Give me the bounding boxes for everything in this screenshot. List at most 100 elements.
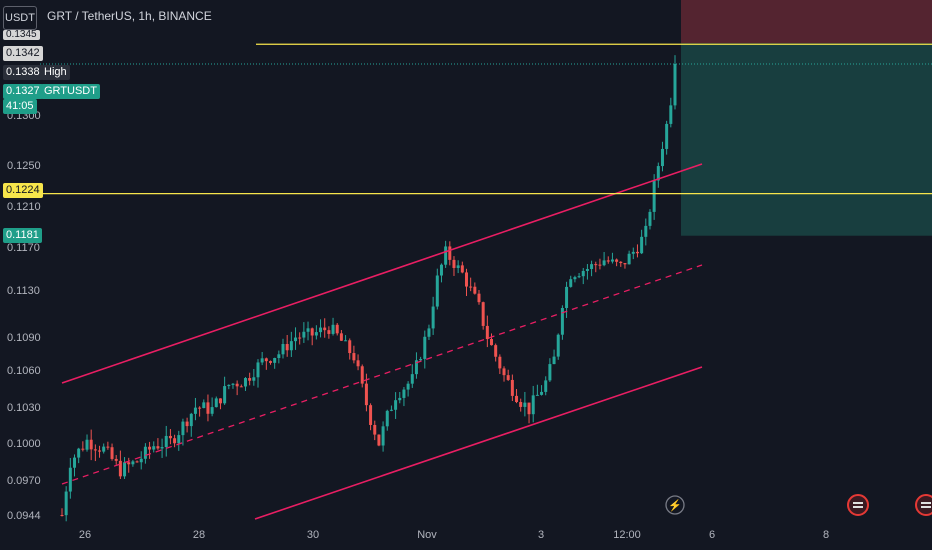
y-tick-label: 0.1250 — [7, 160, 41, 172]
candle-body — [314, 332, 318, 336]
candle-body — [269, 361, 272, 363]
candle-body — [427, 328, 431, 337]
candle-body — [127, 462, 131, 465]
candle-body — [481, 302, 485, 326]
candle-body — [289, 341, 293, 351]
candle-body — [510, 379, 514, 396]
candle-body — [248, 378, 252, 381]
candle-body — [89, 439, 93, 450]
candle-body — [123, 462, 127, 477]
candle-body — [535, 394, 539, 396]
candle-body — [102, 446, 106, 452]
x-tick-label: 30 — [307, 529, 319, 541]
candle-body — [444, 246, 448, 265]
currency-button[interactable]: USDT — [3, 6, 37, 30]
us-flag-icon — [847, 494, 869, 516]
y-tick-label: 0.0970 — [7, 475, 41, 487]
candle-body — [156, 446, 160, 449]
candle-body — [193, 407, 197, 414]
y-tick-label: 0.1000 — [7, 438, 41, 450]
candle-body — [377, 434, 381, 446]
candle-body — [344, 340, 348, 342]
x-tick-label: 12:00 — [613, 529, 641, 541]
candle-body — [181, 421, 185, 436]
y-tick-label: 0.1210 — [7, 201, 41, 213]
candle-body — [435, 275, 439, 307]
candle-body — [660, 148, 664, 167]
candle-body — [135, 461, 139, 463]
candle-body — [464, 272, 468, 287]
level-tag-1181: 0.1181 — [3, 228, 42, 243]
candle-body — [606, 260, 610, 262]
us-flag-icon-stripe — [921, 506, 931, 508]
candle-body — [644, 225, 648, 237]
candle-body — [502, 368, 506, 376]
candle-body — [323, 327, 327, 331]
candle-body — [573, 277, 577, 280]
candle-body — [319, 327, 323, 333]
candle-body — [590, 264, 594, 270]
candle-body — [331, 324, 335, 334]
candle-body — [239, 386, 243, 388]
candle-body — [339, 333, 343, 341]
candle-body — [310, 328, 314, 336]
y-tick-label: 0.0944 — [7, 510, 41, 522]
candle-body — [448, 246, 452, 260]
y-tick-label: 0.1130 — [7, 285, 40, 297]
candle-body — [152, 446, 156, 450]
lightning-icon-glyph: ⚡ — [668, 499, 682, 512]
symbol-label: GRTUSDT — [41, 84, 100, 99]
candle-body — [523, 402, 527, 407]
candle-body — [439, 264, 443, 276]
candle-body — [114, 458, 118, 461]
candle-body — [527, 402, 531, 415]
level-tag-1224: 0.1224 — [3, 183, 43, 198]
candle-body — [381, 426, 385, 446]
candle-body — [85, 439, 89, 450]
candle-body — [477, 293, 481, 303]
candle-body — [348, 340, 352, 354]
candle-body — [98, 450, 102, 452]
x-tick-label: 3 — [538, 529, 544, 541]
candle-body — [389, 409, 393, 411]
channel-midline — [61, 264, 703, 485]
candle-body — [515, 395, 519, 403]
channel-lower-line — [254, 366, 703, 520]
candle-body — [560, 307, 564, 335]
candle-body — [218, 398, 222, 404]
candle-body — [548, 364, 552, 381]
x-tick-label: 6 — [709, 529, 715, 541]
x-tick-label: Nov — [417, 529, 437, 541]
candle-body — [356, 360, 360, 367]
candle-body — [64, 491, 68, 516]
us-flag-icon-stripe — [853, 506, 863, 508]
candle-body — [235, 383, 239, 387]
candle-body — [210, 407, 214, 414]
candle-body — [285, 344, 289, 351]
candle-body — [540, 391, 544, 395]
price-tag-high-value: 0.1338 — [3, 65, 43, 80]
candle-body — [460, 265, 464, 273]
last-price-tag: 0.1327 — [3, 84, 43, 99]
candle-body — [394, 400, 398, 410]
us-flag-icon-stripe — [921, 502, 931, 504]
stop-loss-zone — [681, 0, 932, 44]
candle-body — [77, 448, 81, 458]
chart-title: GRT / TetherUS, 1h, BINANCE — [47, 9, 212, 23]
candle-body — [252, 377, 256, 381]
candle-body — [177, 435, 181, 444]
candle-body — [168, 435, 172, 439]
candle-body — [581, 270, 585, 277]
candle-body — [610, 259, 614, 262]
channel-upper-line — [61, 163, 703, 384]
y-tick-label: 0.1060 — [7, 365, 41, 377]
candle-body — [198, 407, 202, 409]
lightning-icon — [665, 495, 685, 515]
candle-body — [623, 263, 627, 265]
take-profit-zone — [681, 43, 932, 236]
x-tick-label: 26 — [79, 529, 91, 541]
candle-body — [298, 337, 302, 339]
candle-body — [223, 386, 227, 404]
price-tag-top: 0.1345 — [3, 30, 40, 40]
